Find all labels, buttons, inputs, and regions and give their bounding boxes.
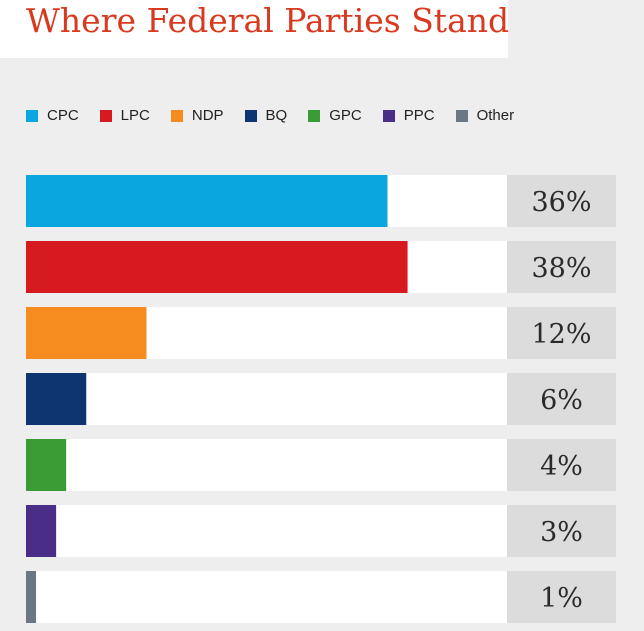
data-label-ppc: 3%	[540, 517, 583, 548]
data-label-ndp: 12%	[531, 319, 591, 350]
bar-row-gpc: 4%	[26, 439, 616, 491]
bar-track	[26, 571, 508, 623]
bar-track	[26, 373, 508, 425]
bar-row-bq: 6%	[26, 373, 616, 425]
bar-other	[26, 571, 37, 623]
bar-row-cpc: 36%	[26, 175, 616, 227]
data-label-lpc: 38%	[531, 253, 591, 284]
title-panel: Where Federal Parties Stand	[0, 0, 510, 58]
legend-label: CPC	[47, 107, 79, 124]
bar-ndp	[26, 307, 147, 359]
legend-item-gpc: GPC	[308, 106, 362, 126]
bar-row-lpc: 38%	[26, 241, 616, 293]
value-box	[507, 439, 616, 491]
legend-label: LPC	[120, 107, 150, 124]
bar-track	[26, 439, 508, 491]
value-box	[507, 373, 616, 425]
legend-swatch	[99, 110, 112, 122]
value-box	[507, 307, 616, 359]
bar-row-ppc: 3%	[26, 505, 616, 557]
legend-item-cpc: CPC	[26, 106, 79, 126]
bar-ppc	[26, 505, 57, 557]
bar-row-ndp: 12%	[26, 307, 616, 359]
legend-item-ppc: PPC	[382, 106, 435, 126]
bar-bq	[26, 373, 87, 425]
legend-label: GPC	[329, 107, 362, 124]
data-label-cpc: 36%	[531, 187, 591, 218]
legend-item-ndp: NDP	[170, 106, 224, 126]
legend-swatch	[244, 110, 257, 122]
data-label-gpc: 4%	[540, 451, 583, 482]
legend-swatch	[455, 110, 468, 122]
legend-swatch	[308, 110, 321, 122]
chart-legend: CPC LPC NDP BQ GPC PPC Other	[26, 106, 514, 126]
legend-swatch	[26, 110, 38, 122]
legend-item-bq: BQ	[244, 106, 288, 126]
data-label-other: 1%	[540, 583, 583, 614]
data-label-bq: 6%	[540, 385, 583, 416]
legend-label: BQ	[265, 107, 288, 124]
value-box	[507, 175, 616, 227]
value-box	[507, 241, 616, 293]
legend-label: NDP	[191, 107, 224, 124]
legend-label: Other	[476, 107, 515, 124]
legend-item-other: Other	[455, 106, 515, 126]
legend-swatch	[170, 110, 183, 122]
value-box	[507, 571, 616, 623]
chart-title: Where Federal Parties Stand	[26, 1, 510, 40]
bar-row-other: 1%	[26, 571, 616, 623]
legend-swatch	[382, 110, 395, 122]
bar-cpc	[26, 175, 388, 227]
value-box	[507, 505, 616, 557]
bar-track	[26, 505, 508, 557]
legend-item-lpc: LPC	[99, 106, 150, 126]
bar-lpc	[26, 241, 408, 293]
bar-gpc	[26, 439, 67, 491]
legend-label: PPC	[403, 107, 435, 124]
